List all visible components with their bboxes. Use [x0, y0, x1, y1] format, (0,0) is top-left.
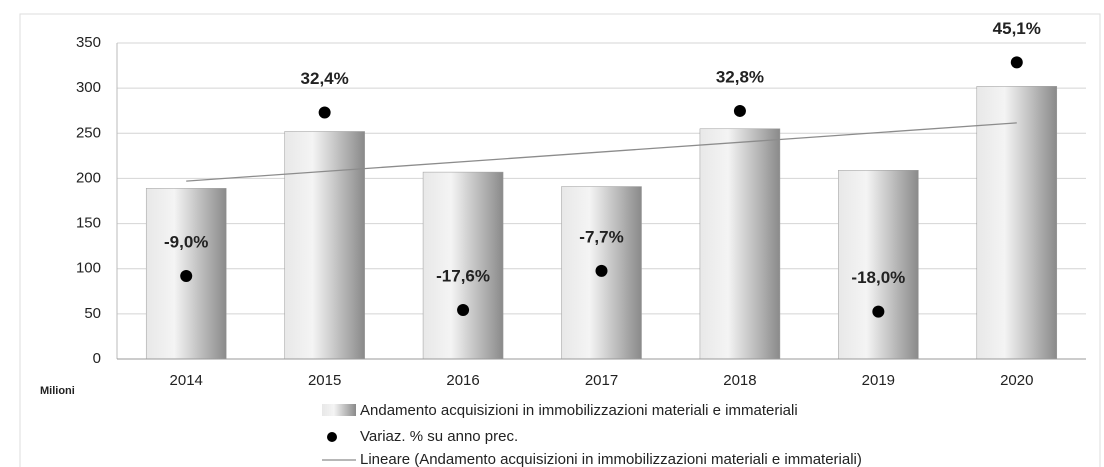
data-label: -18,0%: [851, 268, 905, 287]
legend-swatch: [322, 404, 356, 416]
dot: [1010, 56, 1023, 69]
x-tick-label: 2018: [723, 372, 756, 389]
y-tick-label: 100: [76, 260, 101, 277]
data-label: 45,1%: [993, 19, 1041, 38]
dot: [872, 305, 885, 318]
y-tick-label: 150: [76, 215, 101, 232]
legend-label: Andamento acquisizioni in immobilizzazio…: [360, 402, 798, 419]
dot: [457, 304, 470, 317]
dot: [595, 264, 608, 277]
bar: [976, 86, 1058, 360]
bar: [422, 171, 504, 360]
y-tick-label: 200: [76, 169, 101, 186]
x-tick-label: 2014: [170, 372, 203, 389]
data-label: 32,8%: [716, 67, 764, 86]
legend-label: Variaz. % su anno prec.: [360, 428, 518, 445]
dot: [733, 104, 746, 117]
bar: [284, 131, 365, 360]
legend-label: Lineare (Andamento acquisizioni in immob…: [360, 451, 862, 467]
x-tick-label: 2016: [446, 372, 479, 389]
x-tick-label: 2017: [585, 372, 618, 389]
y-tick-label: 250: [76, 124, 101, 141]
data-label: 32,4%: [301, 69, 349, 88]
chart-frame: [19, 13, 1101, 467]
x-tick-label: 2020: [1000, 372, 1033, 389]
y-tick-label: 0: [93, 350, 101, 367]
bar: [838, 170, 919, 360]
y-tick-label: 50: [84, 305, 101, 322]
y-tick-label: 350: [76, 34, 101, 51]
x-tick-label: 2019: [862, 372, 895, 389]
x-tick-label: 2015: [308, 372, 341, 389]
data-label: -17,6%: [436, 267, 490, 286]
bar: [699, 128, 781, 360]
y-tick-label: 300: [76, 79, 101, 96]
y-unit-label: Milioni: [40, 385, 75, 397]
dot: [180, 270, 193, 283]
legend-swatch: [327, 432, 337, 442]
data-label: -9,0%: [164, 233, 208, 252]
dot: [318, 106, 331, 119]
trend-line: [186, 122, 1017, 182]
data-label: -7,7%: [579, 227, 623, 246]
